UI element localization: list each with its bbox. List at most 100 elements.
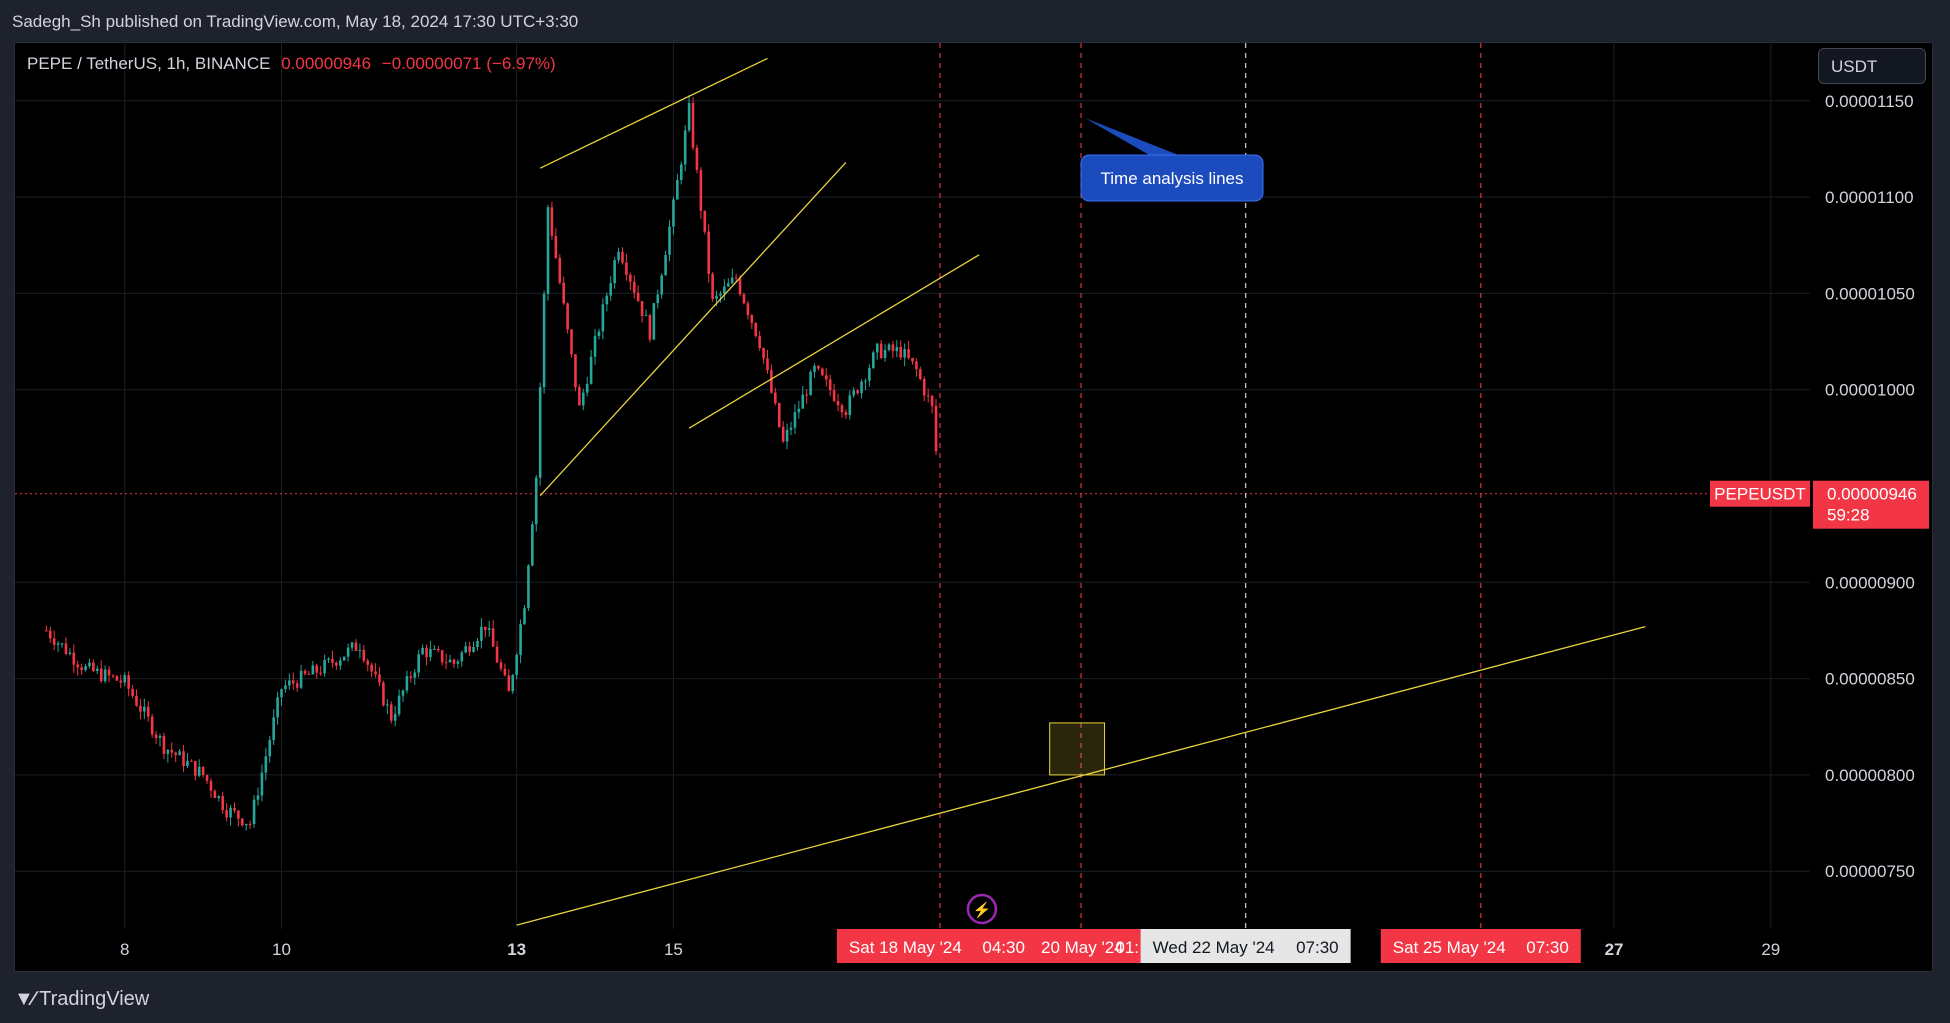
x-tick-label: 13 <box>507 940 526 959</box>
candle-down <box>691 102 695 148</box>
candle-down <box>754 322 758 337</box>
candle-down <box>758 336 761 349</box>
highlight-box[interactable] <box>1049 722 1106 776</box>
time-label-date: Sat 18 May '24 <box>849 938 962 957</box>
candle-down <box>440 650 444 663</box>
candle-down <box>856 390 859 394</box>
candle-down <box>821 368 824 376</box>
y-tick-label: 0.00000800 <box>1825 766 1915 785</box>
candle-up <box>386 704 389 706</box>
candle-down <box>734 277 738 279</box>
candle-up <box>534 477 538 525</box>
candle-up <box>546 207 550 294</box>
candle-up <box>789 427 793 430</box>
candle-down <box>750 315 754 323</box>
candle-down <box>248 823 252 825</box>
candle-up <box>260 772 264 796</box>
candle-down <box>766 358 769 371</box>
time-label-box[interactable] <box>836 929 1037 963</box>
trendline[interactable] <box>688 254 980 429</box>
candle-up <box>166 749 170 754</box>
candle-down <box>378 674 381 683</box>
time-label-box[interactable] <box>1380 929 1581 963</box>
candle-down <box>127 675 130 689</box>
candle-up <box>875 343 879 353</box>
candle-down <box>76 664 80 668</box>
candle-up <box>229 808 232 818</box>
candle-up <box>342 656 346 661</box>
candle-up <box>103 669 107 682</box>
y-tick-label: 0.00000900 <box>1825 573 1915 592</box>
candle-down <box>550 207 554 236</box>
candle-down <box>190 760 193 762</box>
candle-up <box>589 356 593 384</box>
candle-up <box>679 164 683 180</box>
candle-up <box>460 652 464 662</box>
candle-down <box>382 682 385 706</box>
candle-down <box>92 662 95 671</box>
candle-down <box>170 749 174 753</box>
candle-down <box>636 292 640 302</box>
time-label-box[interactable] <box>1140 929 1351 963</box>
price-tag-value: 0.00000946 <box>1827 485 1917 504</box>
trendline[interactable] <box>539 57 768 169</box>
candle-up <box>350 642 354 648</box>
candle-down <box>374 671 377 675</box>
candle-up <box>88 662 91 667</box>
chart-area[interactable]: 0.00000750 0.00000800 0.00000850 0.00000900… <box>14 42 1933 972</box>
candle-up <box>715 295 718 299</box>
tradingview-logo[interactable]: ▼∕ TradingView <box>14 986 149 1012</box>
lightning-glyph: ⚡ <box>973 901 992 919</box>
lightning-icon[interactable] <box>966 893 998 925</box>
candle-down <box>52 638 56 645</box>
candle-down <box>99 668 103 682</box>
candle-up <box>527 565 530 609</box>
candle-down <box>832 390 836 401</box>
callout-box[interactable] <box>1080 154 1264 202</box>
candle-down <box>233 808 236 811</box>
candle-down <box>225 810 228 818</box>
candle-up <box>299 670 303 688</box>
candle-down <box>295 683 299 688</box>
candle-up <box>60 643 64 645</box>
candle-down <box>495 646 499 663</box>
time-label-date: Wed 22 May '24 <box>1153 938 1275 957</box>
time-label-date: Sat 25 May '24 <box>1393 938 1506 957</box>
candle-down <box>111 675 115 677</box>
candle-down <box>770 370 773 393</box>
candle-down <box>409 676 413 678</box>
candle-down <box>703 210 707 232</box>
candle-down <box>899 346 903 358</box>
candle-up <box>664 254 667 276</box>
time-label-time: 04:30 <box>982 938 1025 957</box>
candle-up <box>656 294 660 304</box>
candle-up <box>652 303 656 340</box>
candle-down <box>817 365 820 369</box>
candle-down <box>221 796 225 811</box>
time-label-box[interactable] <box>1029 929 1152 963</box>
candle-up <box>868 367 871 381</box>
candle-up <box>487 628 491 630</box>
candle-up <box>676 179 679 200</box>
candle-down <box>707 231 711 274</box>
candle-down <box>174 752 177 756</box>
candle-down <box>182 751 185 766</box>
candle-down <box>554 235 558 258</box>
symbol-legend: PEPE / TetherUS, 1h, BINANCE 0.00000946 … <box>27 52 556 76</box>
candle-down <box>836 400 840 406</box>
trendline[interactable] <box>539 161 847 497</box>
trendline[interactable] <box>516 625 1646 926</box>
price-chart[interactable]: 0.00000750 0.00000800 0.00000850 0.00000900… <box>15 43 1932 971</box>
candle-up <box>672 199 675 227</box>
candle-up <box>288 680 291 686</box>
candle-up <box>256 795 260 800</box>
currency-button[interactable]: USDT <box>1818 48 1926 84</box>
candle-up <box>268 740 272 757</box>
candle-down <box>919 369 922 379</box>
candle-up <box>272 717 275 741</box>
legend-price: 0.00000946 <box>281 54 372 73</box>
candle-up <box>895 346 899 352</box>
candle-down <box>331 658 334 663</box>
candle-up <box>429 649 432 658</box>
candle-down <box>362 649 366 661</box>
